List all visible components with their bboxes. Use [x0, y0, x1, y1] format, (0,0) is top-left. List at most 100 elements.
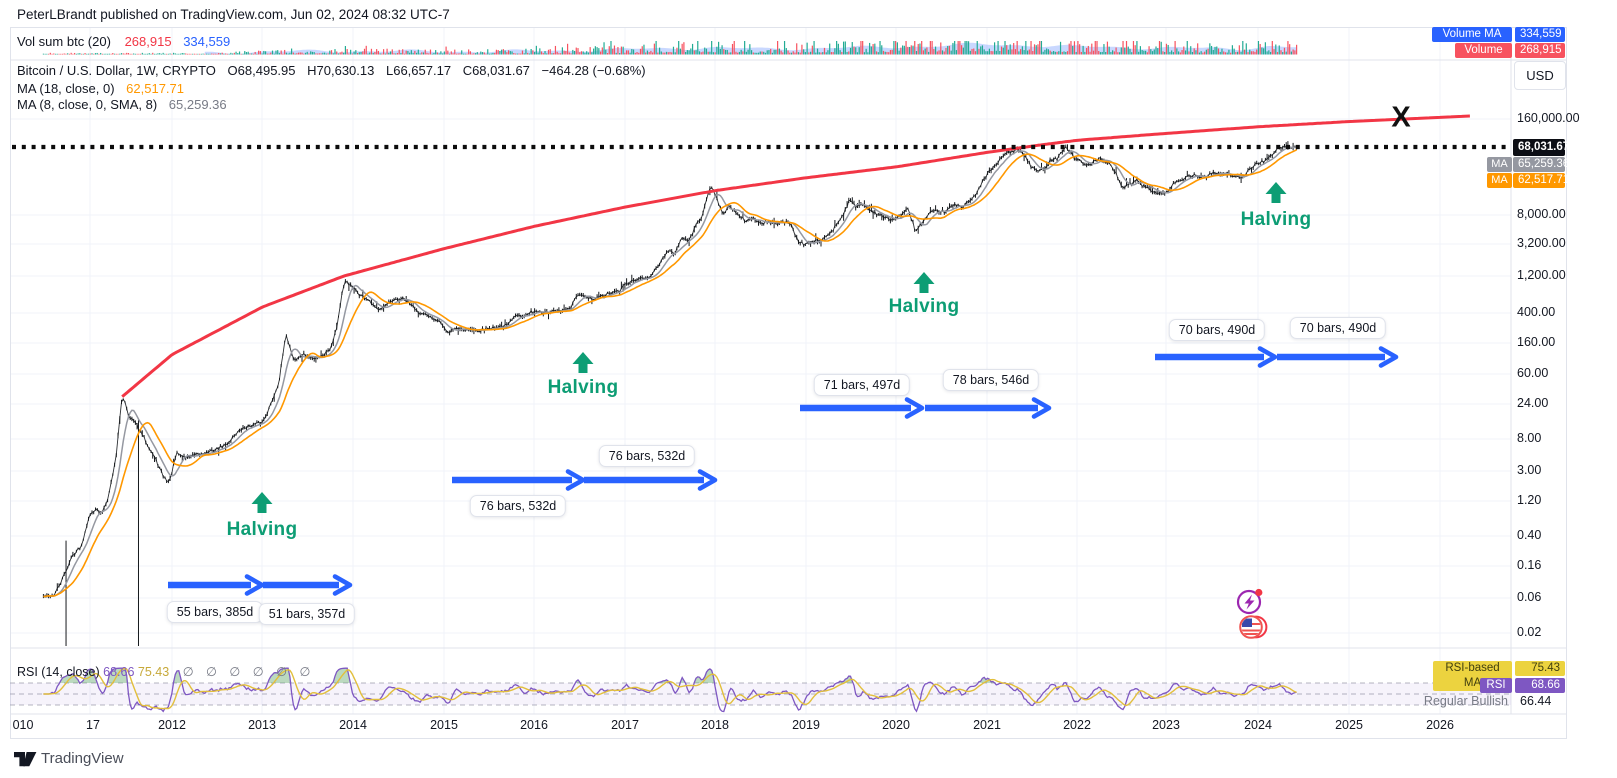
tradingview-logo-text[interactable]: TradingView — [41, 750, 124, 767]
rsi-axis-value: 68.66 — [1515, 678, 1565, 693]
rsi-ma-axis-value: 75.43 — [1515, 661, 1565, 676]
volume-axis-value: 268,915 — [1515, 43, 1565, 58]
price-axis-tick: 3,200.00 — [1517, 236, 1566, 250]
measure-arrow[interactable] — [168, 574, 265, 596]
halving-arrow-icon[interactable] — [913, 272, 935, 293]
time-axis-label: 010 — [12, 718, 34, 732]
time-axis-label: 2012 — [158, 718, 186, 732]
measure-label-box[interactable]: 76 bars, 532d — [598, 445, 696, 467]
time-axis-label: 2021 — [973, 718, 1001, 732]
ma8-value: 65,259.36 — [168, 96, 227, 112]
price-axis-tick: 160.00 — [1517, 335, 1556, 349]
price-axis-tick: 1,200.00 — [1517, 268, 1566, 282]
measure-arrow[interactable] — [584, 469, 718, 491]
ohlc-close: C68,031.67 — [462, 63, 530, 78]
ma18-label: MA (18, close, 0) — [17, 81, 115, 96]
price-axis-tick: 0.02 — [1517, 625, 1542, 639]
divergence-label: Regular Bullish — [1423, 694, 1508, 708]
price-axis-tick: 0.16 — [1517, 558, 1542, 572]
ma18-legend-row[interactable]: MA (18, close, 0) 62,517.71 — [17, 81, 184, 96]
volume-ma-axis-value: 334,559 — [1515, 27, 1565, 42]
halving-label[interactable]: Halving — [547, 377, 619, 398]
volume-indicator-legend[interactable]: Vol sum btc (20) 268,915 334,559 — [17, 34, 230, 49]
volume-ma-legend-value: 334,559 — [183, 34, 231, 49]
ma18-axis-value: 62,517.71 — [1513, 173, 1569, 188]
volume-ma-axis-label: Volume MA — [1432, 27, 1512, 42]
price-axis-tick: 60.00 — [1517, 366, 1549, 380]
drawing-annotations[interactable] — [12, 114, 1511, 596]
price-axis-tick: 1.20 — [1517, 493, 1542, 507]
flag-icon[interactable] — [1239, 615, 1268, 639]
rsi-axis-label: RSI — [1480, 678, 1512, 693]
time-axis-label: 2026 — [1426, 718, 1454, 732]
price-change: −464.28 (−0.68%) — [541, 63, 646, 78]
price-axis-tick: 0.06 — [1517, 590, 1542, 604]
price-axis-tick: 24.00 — [1517, 396, 1549, 410]
volume-axis-label: Volume — [1455, 43, 1512, 58]
halving-label[interactable]: Halving — [888, 296, 960, 317]
time-axis-label: 2017 — [611, 718, 639, 732]
measure-label-box[interactable]: 51 bars, 357d — [258, 603, 356, 625]
measure-arrow[interactable] — [1155, 346, 1278, 368]
price-axis-tick: 160,000.00 — [1517, 111, 1580, 125]
volume-legend-value: 268,915 — [124, 34, 172, 49]
symbol-legend-row[interactable]: Bitcoin / U.S. Dollar, 1W, CRYPTO O68,49… — [17, 63, 646, 78]
ohlc-low: L66,657.17 — [385, 63, 452, 78]
volume-legend-label: Vol sum btc (20) — [17, 34, 111, 49]
ma8-axis-chip: MA — [1487, 157, 1512, 172]
rsi-indicator-legend[interactable]: RSI (14, close) 68.66 75.43 ∅ ∅ ∅ ∅ ∅ ∅ — [17, 664, 310, 679]
measure-label-box[interactable]: 71 bars, 497d — [813, 374, 911, 396]
measure-label-box[interactable]: 70 bars, 490d — [1289, 317, 1387, 339]
currency-unit-button[interactable]: USD — [1514, 61, 1566, 90]
measure-arrow[interactable] — [1277, 346, 1399, 368]
time-axis-label: 2025 — [1335, 718, 1363, 732]
measure-label-box[interactable]: 55 bars, 385d — [166, 601, 264, 623]
divergence-value: 66.44 — [1520, 694, 1552, 708]
pane-borders — [10, 27, 1567, 739]
halving-arrow-icon[interactable] — [251, 492, 273, 513]
halving-arrow-icon[interactable] — [1265, 182, 1287, 203]
time-axis-label: 2023 — [1152, 718, 1180, 732]
ma8-axis-value: 65,259.36 — [1513, 157, 1569, 172]
price-axis-tick: 3.00 — [1517, 463, 1542, 477]
rsi-pane-series — [10, 667, 1511, 713]
ma8-legend-row[interactable]: MA (8, close, 0, SMA, 8) 65,259.36 — [17, 97, 227, 112]
halving-label[interactable]: Halving — [1240, 209, 1312, 230]
ma18-value: 62,517.71 — [126, 81, 185, 96]
time-axis-label: 2018 — [701, 718, 729, 732]
reaction-icons[interactable] — [1236, 588, 1268, 639]
price-axis-tick: 8,000.00 — [1517, 207, 1566, 221]
last-price-badge: 68,031.67 — [1513, 139, 1569, 156]
rsi-legend-label: RSI (14, close) — [17, 665, 100, 679]
measure-label-box[interactable]: 78 bars, 546d — [942, 369, 1040, 391]
time-axis-label: 2019 — [792, 718, 820, 732]
ohlc-open: O68,495.95 — [227, 63, 296, 78]
time-axis-label: 2020 — [882, 718, 910, 732]
ma18-axis-chip: MA — [1487, 173, 1512, 188]
measure-label-box[interactable]: 76 bars, 532d — [469, 495, 567, 517]
time-axis-label: 2024 — [1244, 718, 1272, 732]
boost-lightning-icon[interactable] — [1236, 588, 1263, 615]
measure-arrow[interactable] — [263, 574, 353, 596]
halving-arrow-icon[interactable] — [572, 352, 594, 373]
rsi-ma-axis-label: RSI-based MA — [1433, 661, 1512, 691]
time-axis[interactable] — [10, 714, 1566, 739]
ohlc-high: H70,630.13 — [307, 63, 375, 78]
rsi-empty-values: ∅ ∅ ∅ ∅ ∅ ∅ — [182, 665, 311, 679]
symbol-title: Bitcoin / U.S. Dollar, 1W, CRYPTO — [17, 63, 216, 78]
x-marker[interactable]: X — [1391, 101, 1411, 134]
measure-arrow[interactable] — [925, 397, 1052, 419]
tradingview-logo-icon[interactable] — [14, 752, 37, 767]
measure-arrow[interactable] — [800, 397, 925, 419]
price-axis-tick: 400.00 — [1517, 305, 1556, 319]
volume-pane-series — [42, 41, 1298, 55]
measure-label-box[interactable]: 70 bars, 490d — [1168, 319, 1266, 341]
measure-arrow[interactable] — [452, 469, 586, 491]
time-axis-label: 2022 — [1063, 718, 1091, 732]
halving-label[interactable]: Halving — [226, 519, 298, 540]
time-axis-label: 2013 — [248, 718, 276, 732]
rsi-legend-value: 68.66 — [103, 665, 135, 679]
time-axis-label: 17 — [86, 718, 100, 732]
